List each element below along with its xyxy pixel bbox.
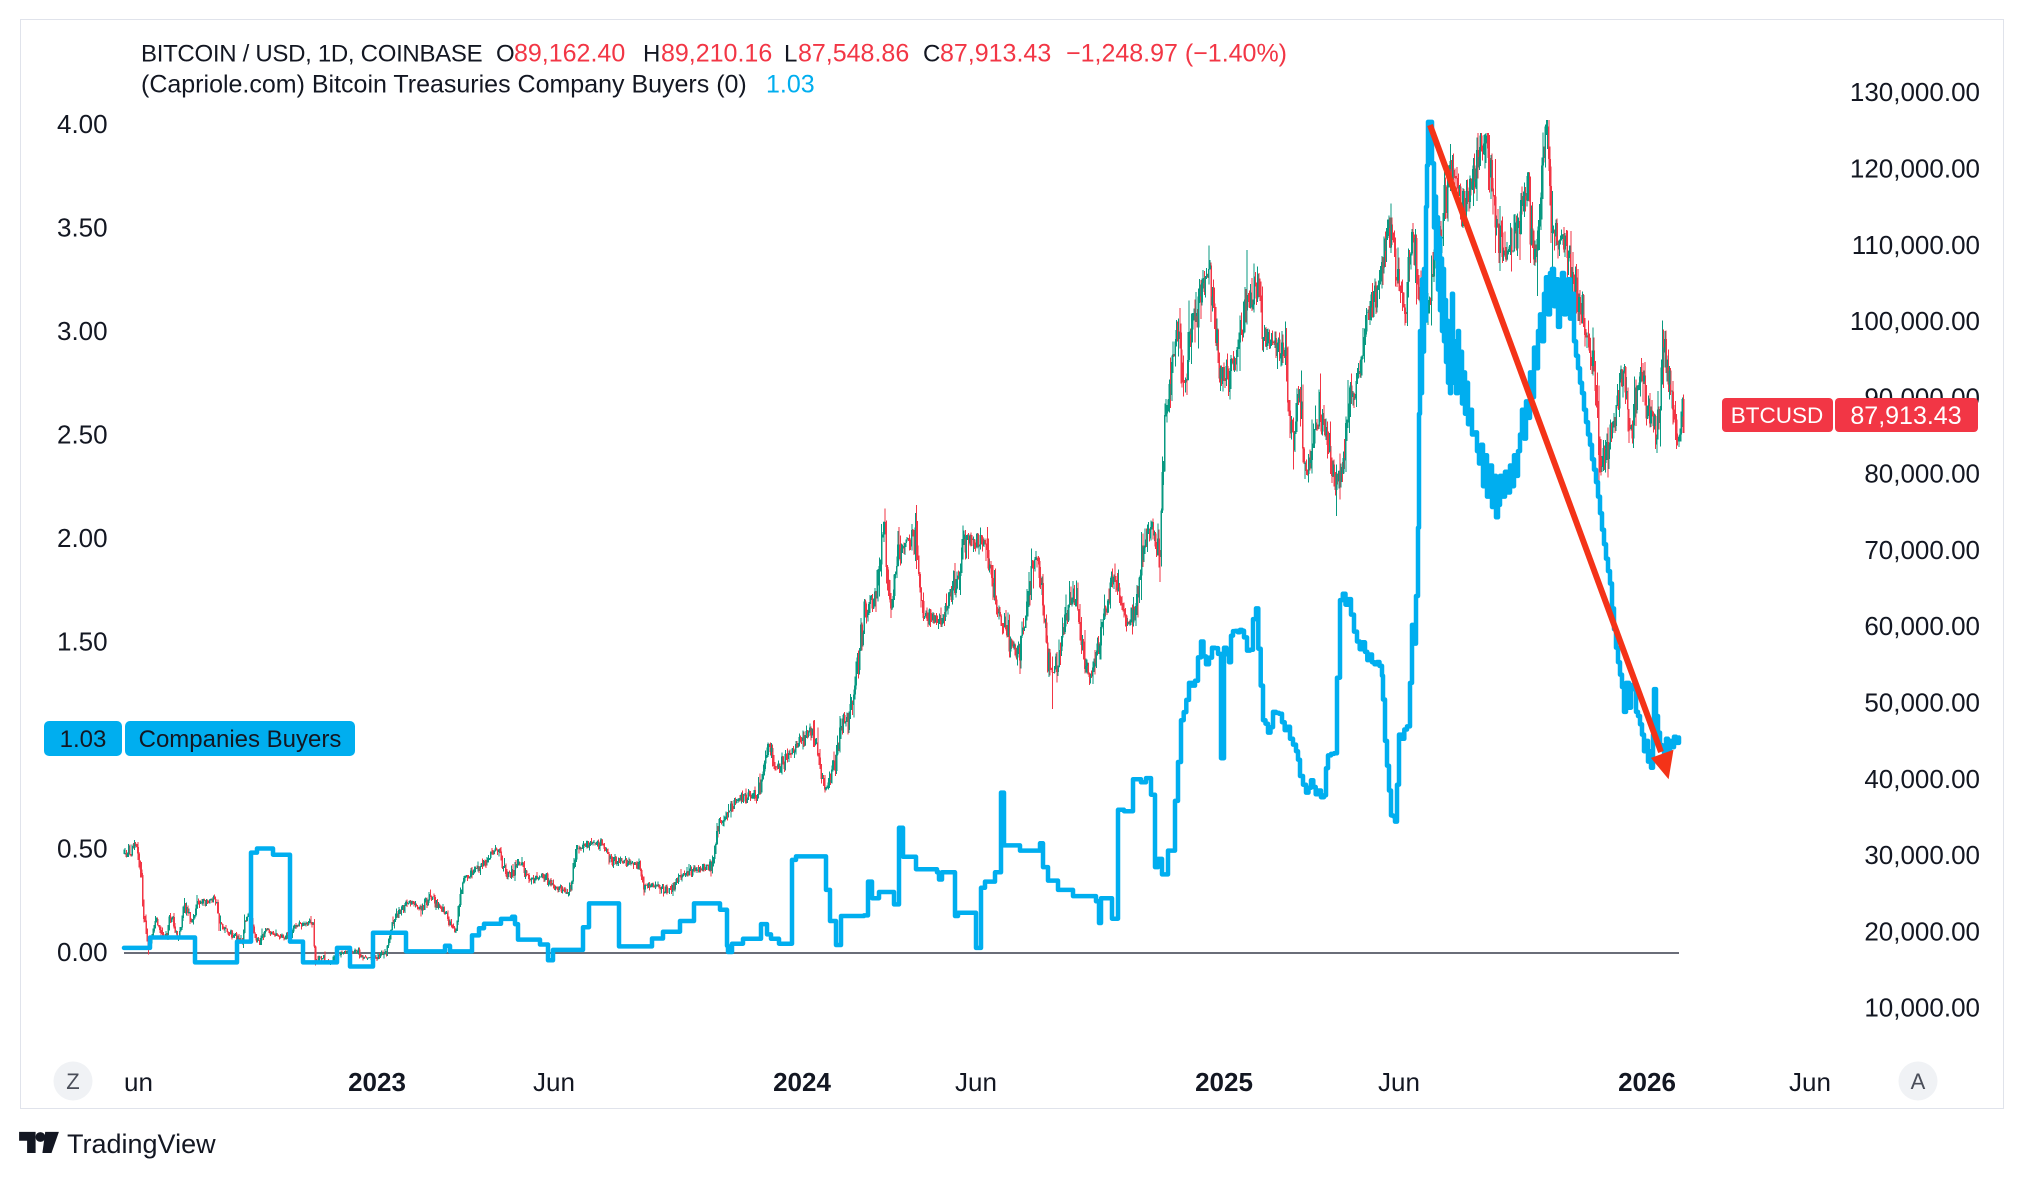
svg-text:L: L — [784, 41, 797, 68]
svg-text:H: H — [643, 41, 660, 68]
svg-text:Jun: Jun — [1789, 1067, 1831, 1097]
svg-text:2026: 2026 — [1618, 1067, 1676, 1097]
svg-text:70,000.00: 70,000.00 — [1864, 535, 1980, 565]
svg-text:BTCUSD: BTCUSD — [1731, 403, 1824, 428]
svg-text:C: C — [923, 41, 940, 68]
svg-text:0.50: 0.50 — [57, 834, 108, 864]
svg-text:0.00: 0.00 — [57, 937, 108, 967]
svg-text:4.00: 4.00 — [57, 109, 108, 139]
svg-text:87,913.43: 87,913.43 — [940, 40, 1051, 68]
svg-text:O: O — [496, 41, 515, 68]
svg-text:1.03: 1.03 — [766, 71, 815, 99]
svg-text:un: un — [124, 1067, 153, 1097]
svg-text:120,000.00: 120,000.00 — [1850, 154, 1980, 184]
svg-text:Z: Z — [66, 1069, 79, 1094]
svg-text:10,000.00: 10,000.00 — [1864, 993, 1980, 1023]
svg-text:100,000.00: 100,000.00 — [1850, 306, 1980, 336]
svg-text:2023: 2023 — [348, 1067, 406, 1097]
svg-text:2.50: 2.50 — [57, 420, 108, 450]
svg-text:A: A — [1911, 1069, 1926, 1094]
svg-text:−1,248.97 (−1.40%): −1,248.97 (−1.40%) — [1066, 40, 1287, 68]
svg-text:20,000.00: 20,000.00 — [1864, 916, 1980, 946]
svg-text:Jun: Jun — [1378, 1067, 1420, 1097]
svg-text:(Capriole.com) Bitcoin Treasur: (Capriole.com) Bitcoin Treasuries Compan… — [141, 71, 747, 99]
svg-text:40,000.00: 40,000.00 — [1864, 764, 1980, 794]
svg-text:89,162.40: 89,162.40 — [514, 40, 625, 68]
svg-text:BITCOIN / USD, 1D, COINBASE: BITCOIN / USD, 1D, COINBASE — [141, 41, 482, 68]
svg-text:2025: 2025 — [1195, 1067, 1253, 1097]
svg-text:Jun: Jun — [955, 1067, 997, 1097]
svg-text:110,000.00: 110,000.00 — [1852, 230, 1980, 260]
svg-text:TradingView: TradingView — [67, 1129, 216, 1159]
svg-text:Jun: Jun — [533, 1067, 575, 1097]
svg-text:30,000.00: 30,000.00 — [1864, 840, 1980, 870]
svg-text:60,000.00: 60,000.00 — [1864, 611, 1980, 641]
svg-text:87,548.86: 87,548.86 — [798, 40, 909, 68]
svg-text:2.00: 2.00 — [57, 523, 108, 553]
svg-text:1.50: 1.50 — [57, 627, 108, 657]
svg-text:Companies Buyers: Companies Buyers — [139, 726, 342, 753]
svg-text:2024: 2024 — [773, 1067, 831, 1097]
svg-text:3.00: 3.00 — [57, 316, 108, 346]
svg-text:80,000.00: 80,000.00 — [1864, 459, 1980, 489]
svg-text:50,000.00: 50,000.00 — [1864, 688, 1980, 718]
svg-text:130,000.00: 130,000.00 — [1850, 77, 1980, 107]
svg-text:3.50: 3.50 — [57, 213, 108, 243]
svg-text:1.03: 1.03 — [60, 726, 107, 753]
svg-text:87,913.43: 87,913.43 — [1850, 402, 1961, 430]
svg-text:89,210.16: 89,210.16 — [661, 40, 772, 68]
